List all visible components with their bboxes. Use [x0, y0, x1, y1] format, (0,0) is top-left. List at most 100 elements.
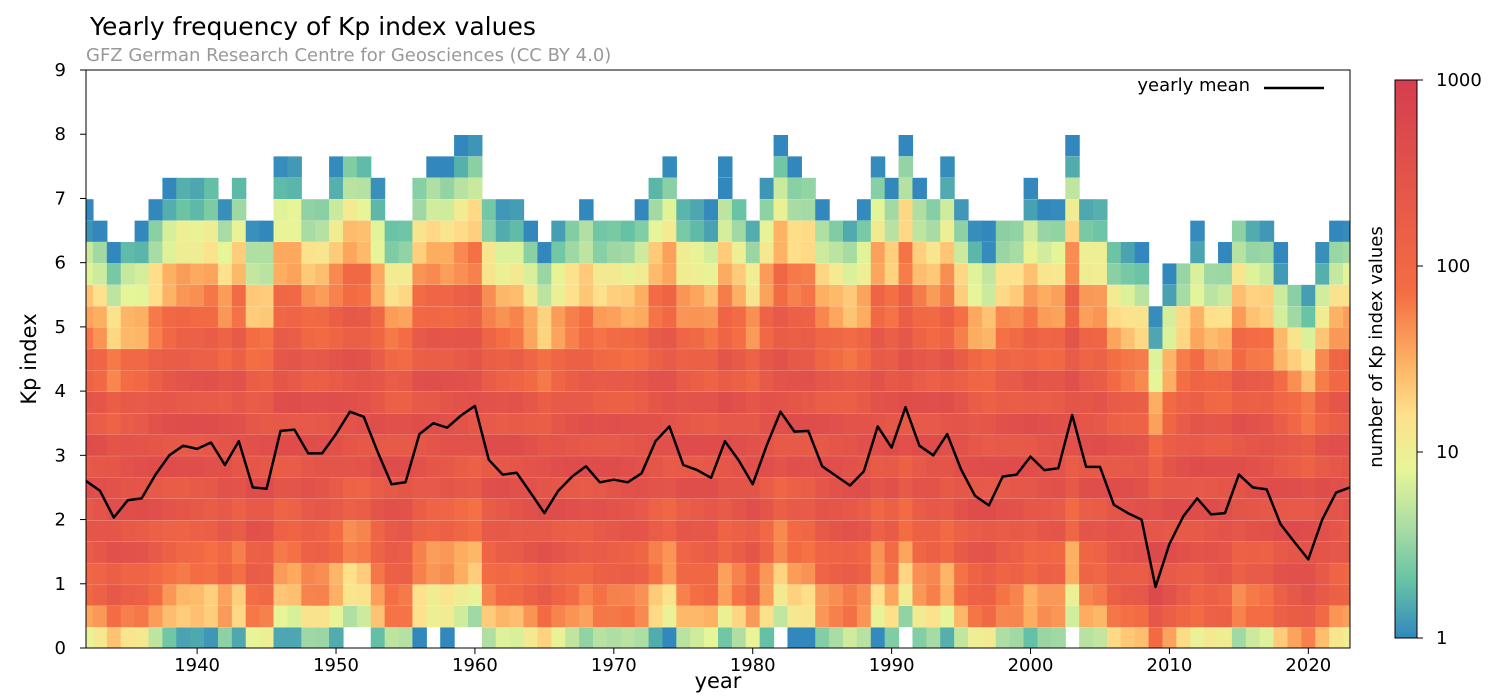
heatmap-cell: [1106, 605, 1122, 628]
heatmap-cell: [926, 370, 941, 392]
heatmap-cell: [190, 584, 205, 606]
heatmap-cell: [176, 563, 191, 585]
heatmap-cell: [1037, 370, 1052, 392]
heatmap-cell: [1343, 456, 1350, 478]
heatmap-cell: [440, 541, 455, 563]
heatmap-cell: [1259, 413, 1275, 435]
y-tick-label: 8: [55, 124, 66, 145]
heatmap-cell: [801, 627, 816, 648]
heatmap-cell: [467, 327, 483, 349]
heatmap-cell: [981, 434, 997, 456]
heatmap-cell: [1134, 413, 1150, 435]
heatmap-cell: [731, 456, 747, 478]
heatmap-cell: [1093, 605, 1108, 628]
heatmap-cell: [495, 391, 511, 414]
heatmap-cell: [509, 434, 525, 456]
heatmap-cell: [884, 477, 900, 499]
heatmap-cell: [509, 220, 525, 242]
heatmap-cell: [1079, 220, 1094, 242]
heatmap-cell: [884, 284, 900, 307]
heatmap-cell: [1065, 434, 1080, 456]
heatmap-cell: [884, 584, 900, 606]
heatmap-cell: [92, 263, 108, 285]
chart-subtitle: GFZ German Research Centre for Geoscienc…: [86, 45, 611, 66]
heatmap-cell: [287, 349, 302, 371]
heatmap-cell: [912, 220, 927, 242]
heatmap-cell: [537, 327, 552, 349]
heatmap-cell: [1259, 434, 1275, 456]
heatmap-cell: [731, 370, 747, 392]
heatmap-cell: [412, 541, 427, 563]
heatmap-cell: [342, 263, 358, 285]
heatmap-cell: [329, 177, 344, 200]
heatmap-cell: [565, 370, 580, 392]
heatmap-cell: [1162, 627, 1177, 648]
heatmap-cell: [120, 413, 136, 435]
heatmap-cell: [148, 605, 163, 628]
heatmap-cell: [704, 413, 719, 435]
heatmap-cell: [245, 391, 261, 414]
heatmap-cell: [579, 520, 594, 542]
heatmap-cell: [898, 498, 914, 521]
heatmap-cell: [245, 520, 261, 542]
heatmap-cell: [342, 413, 358, 435]
heatmap-cell: [86, 456, 94, 478]
heatmap-cell: [120, 284, 136, 307]
heatmap-cell: [606, 413, 622, 435]
heatmap-cell: [940, 327, 955, 349]
heatmap-cell: [412, 584, 427, 606]
heatmap-cell: [245, 584, 261, 606]
heatmap-cell: [1315, 391, 1330, 414]
heatmap-cell: [106, 520, 122, 542]
heatmap-cell: [537, 413, 552, 435]
heatmap-cell: [356, 477, 372, 499]
heatmap-cell: [843, 498, 858, 521]
heatmap-cell: [773, 605, 789, 628]
heatmap-cell: [1273, 541, 1289, 563]
heatmap-cell: [592, 563, 608, 585]
heatmap-cell: [704, 391, 719, 414]
heatmap-cell: [1009, 498, 1025, 521]
heatmap-cell: [176, 584, 191, 606]
heatmap-cell: [162, 284, 177, 307]
heatmap-cell: [245, 263, 261, 285]
heatmap-cell: [592, 349, 608, 371]
heatmap-cell: [204, 220, 219, 242]
heatmap-cell: [259, 391, 275, 414]
heatmap-cell: [523, 498, 539, 521]
heatmap-cell: [454, 605, 469, 628]
heatmap-cell: [1218, 413, 1233, 435]
heatmap-cell: [509, 284, 525, 307]
heatmap-cell: [926, 605, 941, 628]
heatmap-cell: [801, 541, 816, 563]
heatmap-cell: [773, 134, 789, 157]
heatmap-cell: [217, 520, 233, 542]
heatmap-cell: [1245, 391, 1261, 414]
heatmap-cell: [579, 391, 594, 414]
heatmap-cell: [454, 220, 469, 242]
heatmap-cell: [1079, 242, 1094, 264]
heatmap-cell: [912, 627, 927, 648]
heatmap-cell: [190, 242, 205, 264]
heatmap-cell: [384, 456, 400, 478]
heatmap-cell: [676, 327, 691, 349]
heatmap-cell: [815, 391, 830, 414]
heatmap-cell: [287, 563, 302, 585]
heatmap-cell: [1190, 242, 1205, 264]
heatmap-cell: [912, 456, 927, 478]
heatmap-cell: [1106, 263, 1122, 285]
heatmap-cell: [1343, 306, 1350, 328]
heatmap-cell: [856, 242, 872, 264]
heatmap-cell: [467, 242, 483, 264]
heatmap-cell: [273, 242, 289, 264]
heatmap-cell: [134, 284, 150, 307]
heatmap-cell: [773, 456, 789, 478]
heatmap-cell: [481, 456, 497, 478]
heatmap-cell: [551, 370, 566, 392]
heatmap-cell: [731, 349, 747, 371]
heatmap-cell: [1009, 541, 1025, 563]
heatmap-cell: [870, 349, 886, 371]
heatmap-cell: [315, 349, 330, 371]
heatmap-cell: [1093, 477, 1108, 499]
heatmap-cell: [592, 541, 608, 563]
